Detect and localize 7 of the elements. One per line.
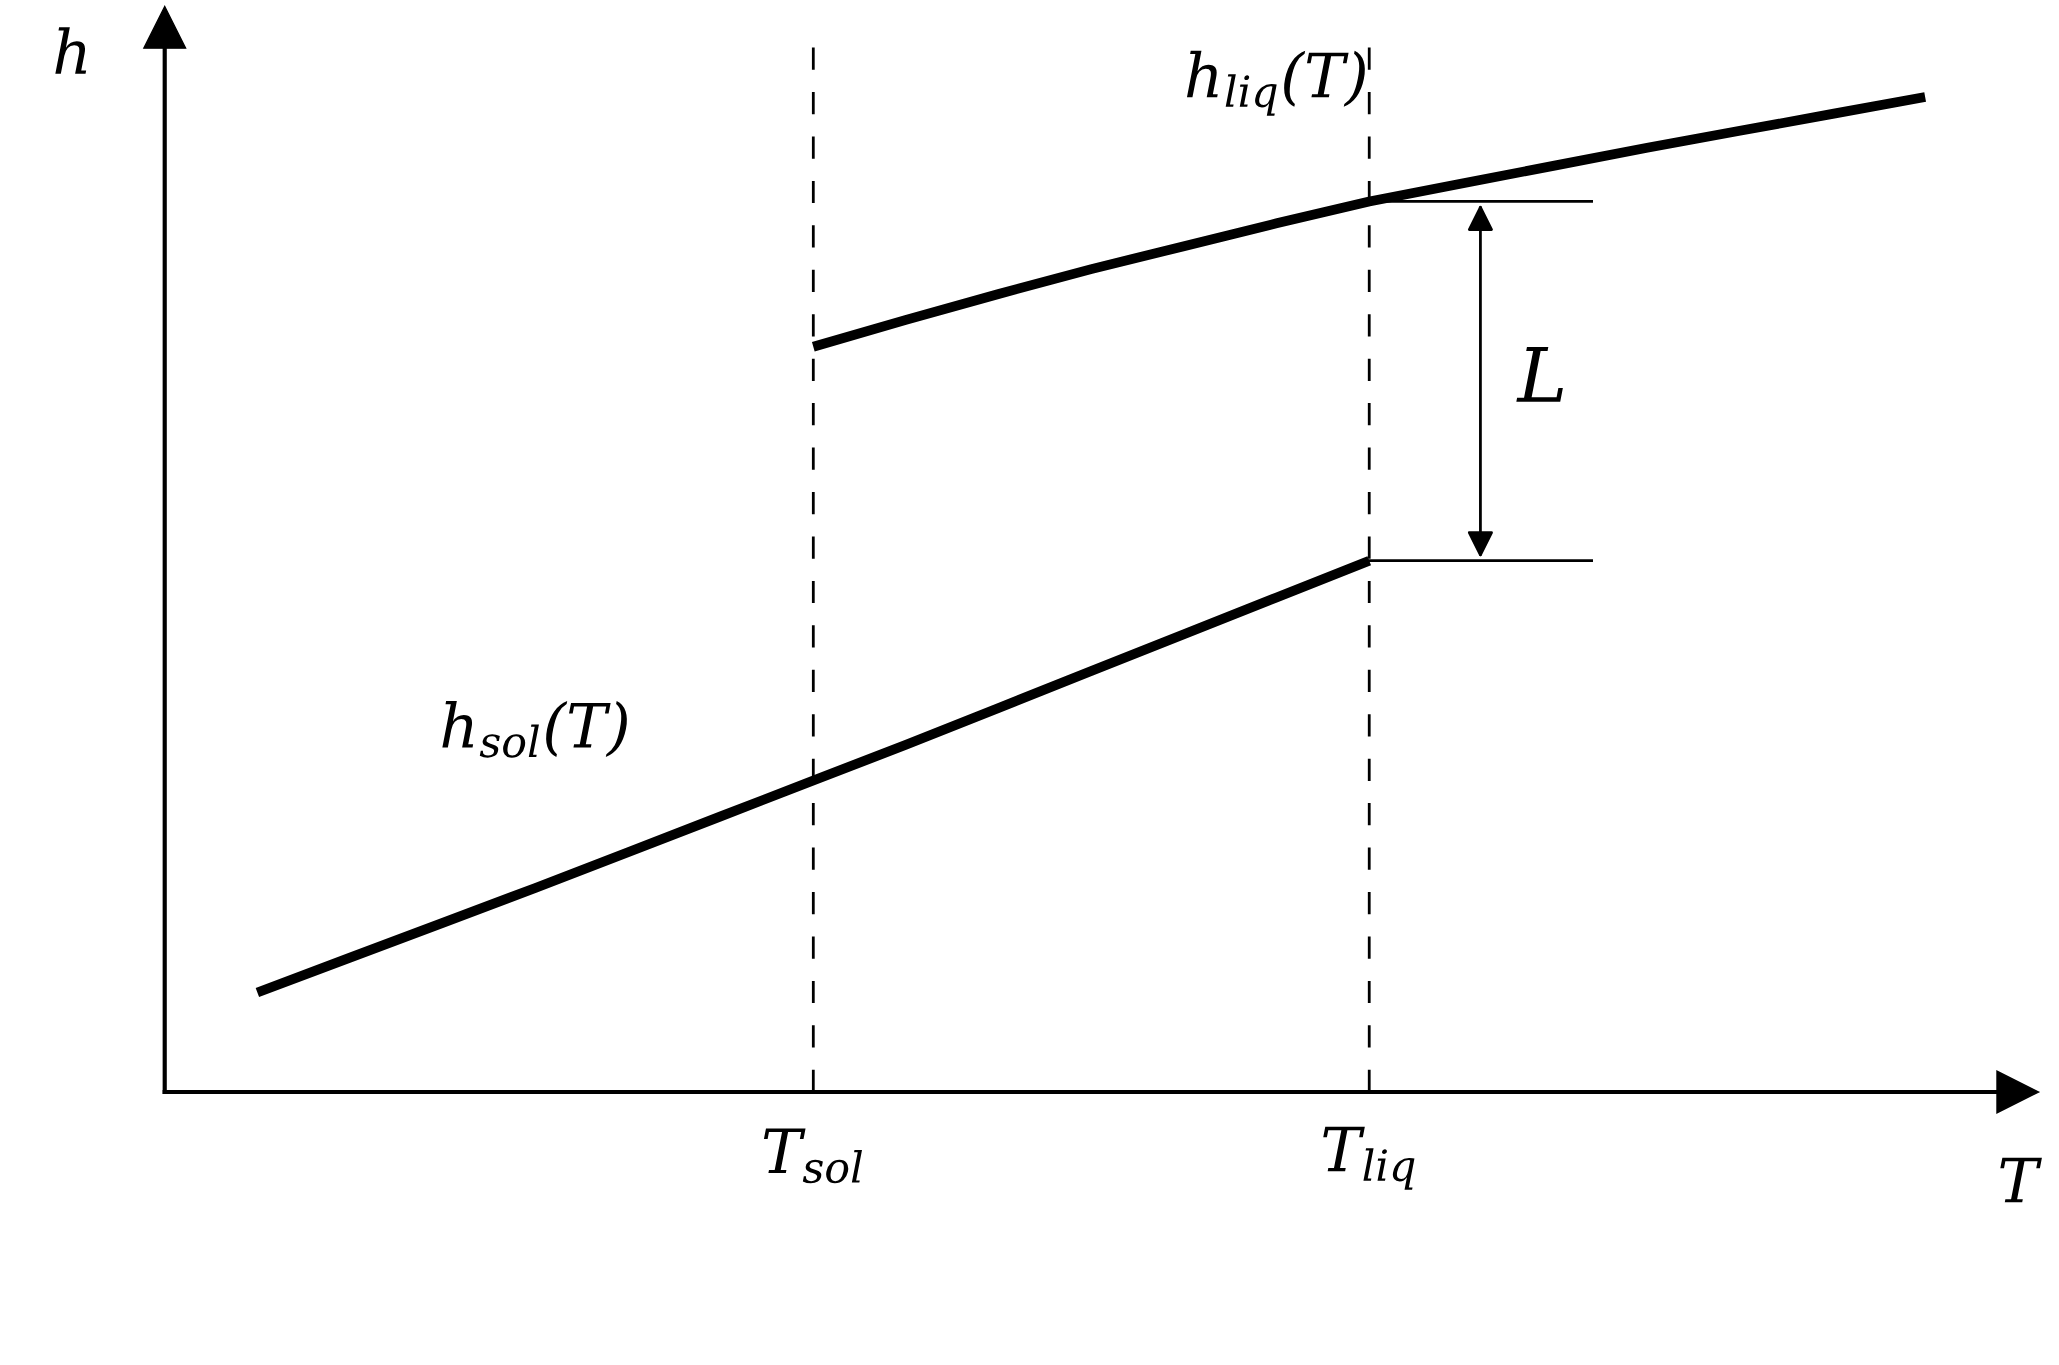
annotation: h$_{sol}$(T) <box>442 701 627 758</box>
x-tick-label: T$_{liq}$ <box>1323 1126 1415 1190</box>
x-tick-label: T$_{sol}$ <box>763 1128 862 1184</box>
y-axis-title: h <box>55 27 87 74</box>
annotation: h$_{liq}$(T) <box>1186 50 1365 116</box>
x-axis-title: T <box>2000 1157 2042 1203</box>
annotation: L <box>1516 347 1563 402</box>
